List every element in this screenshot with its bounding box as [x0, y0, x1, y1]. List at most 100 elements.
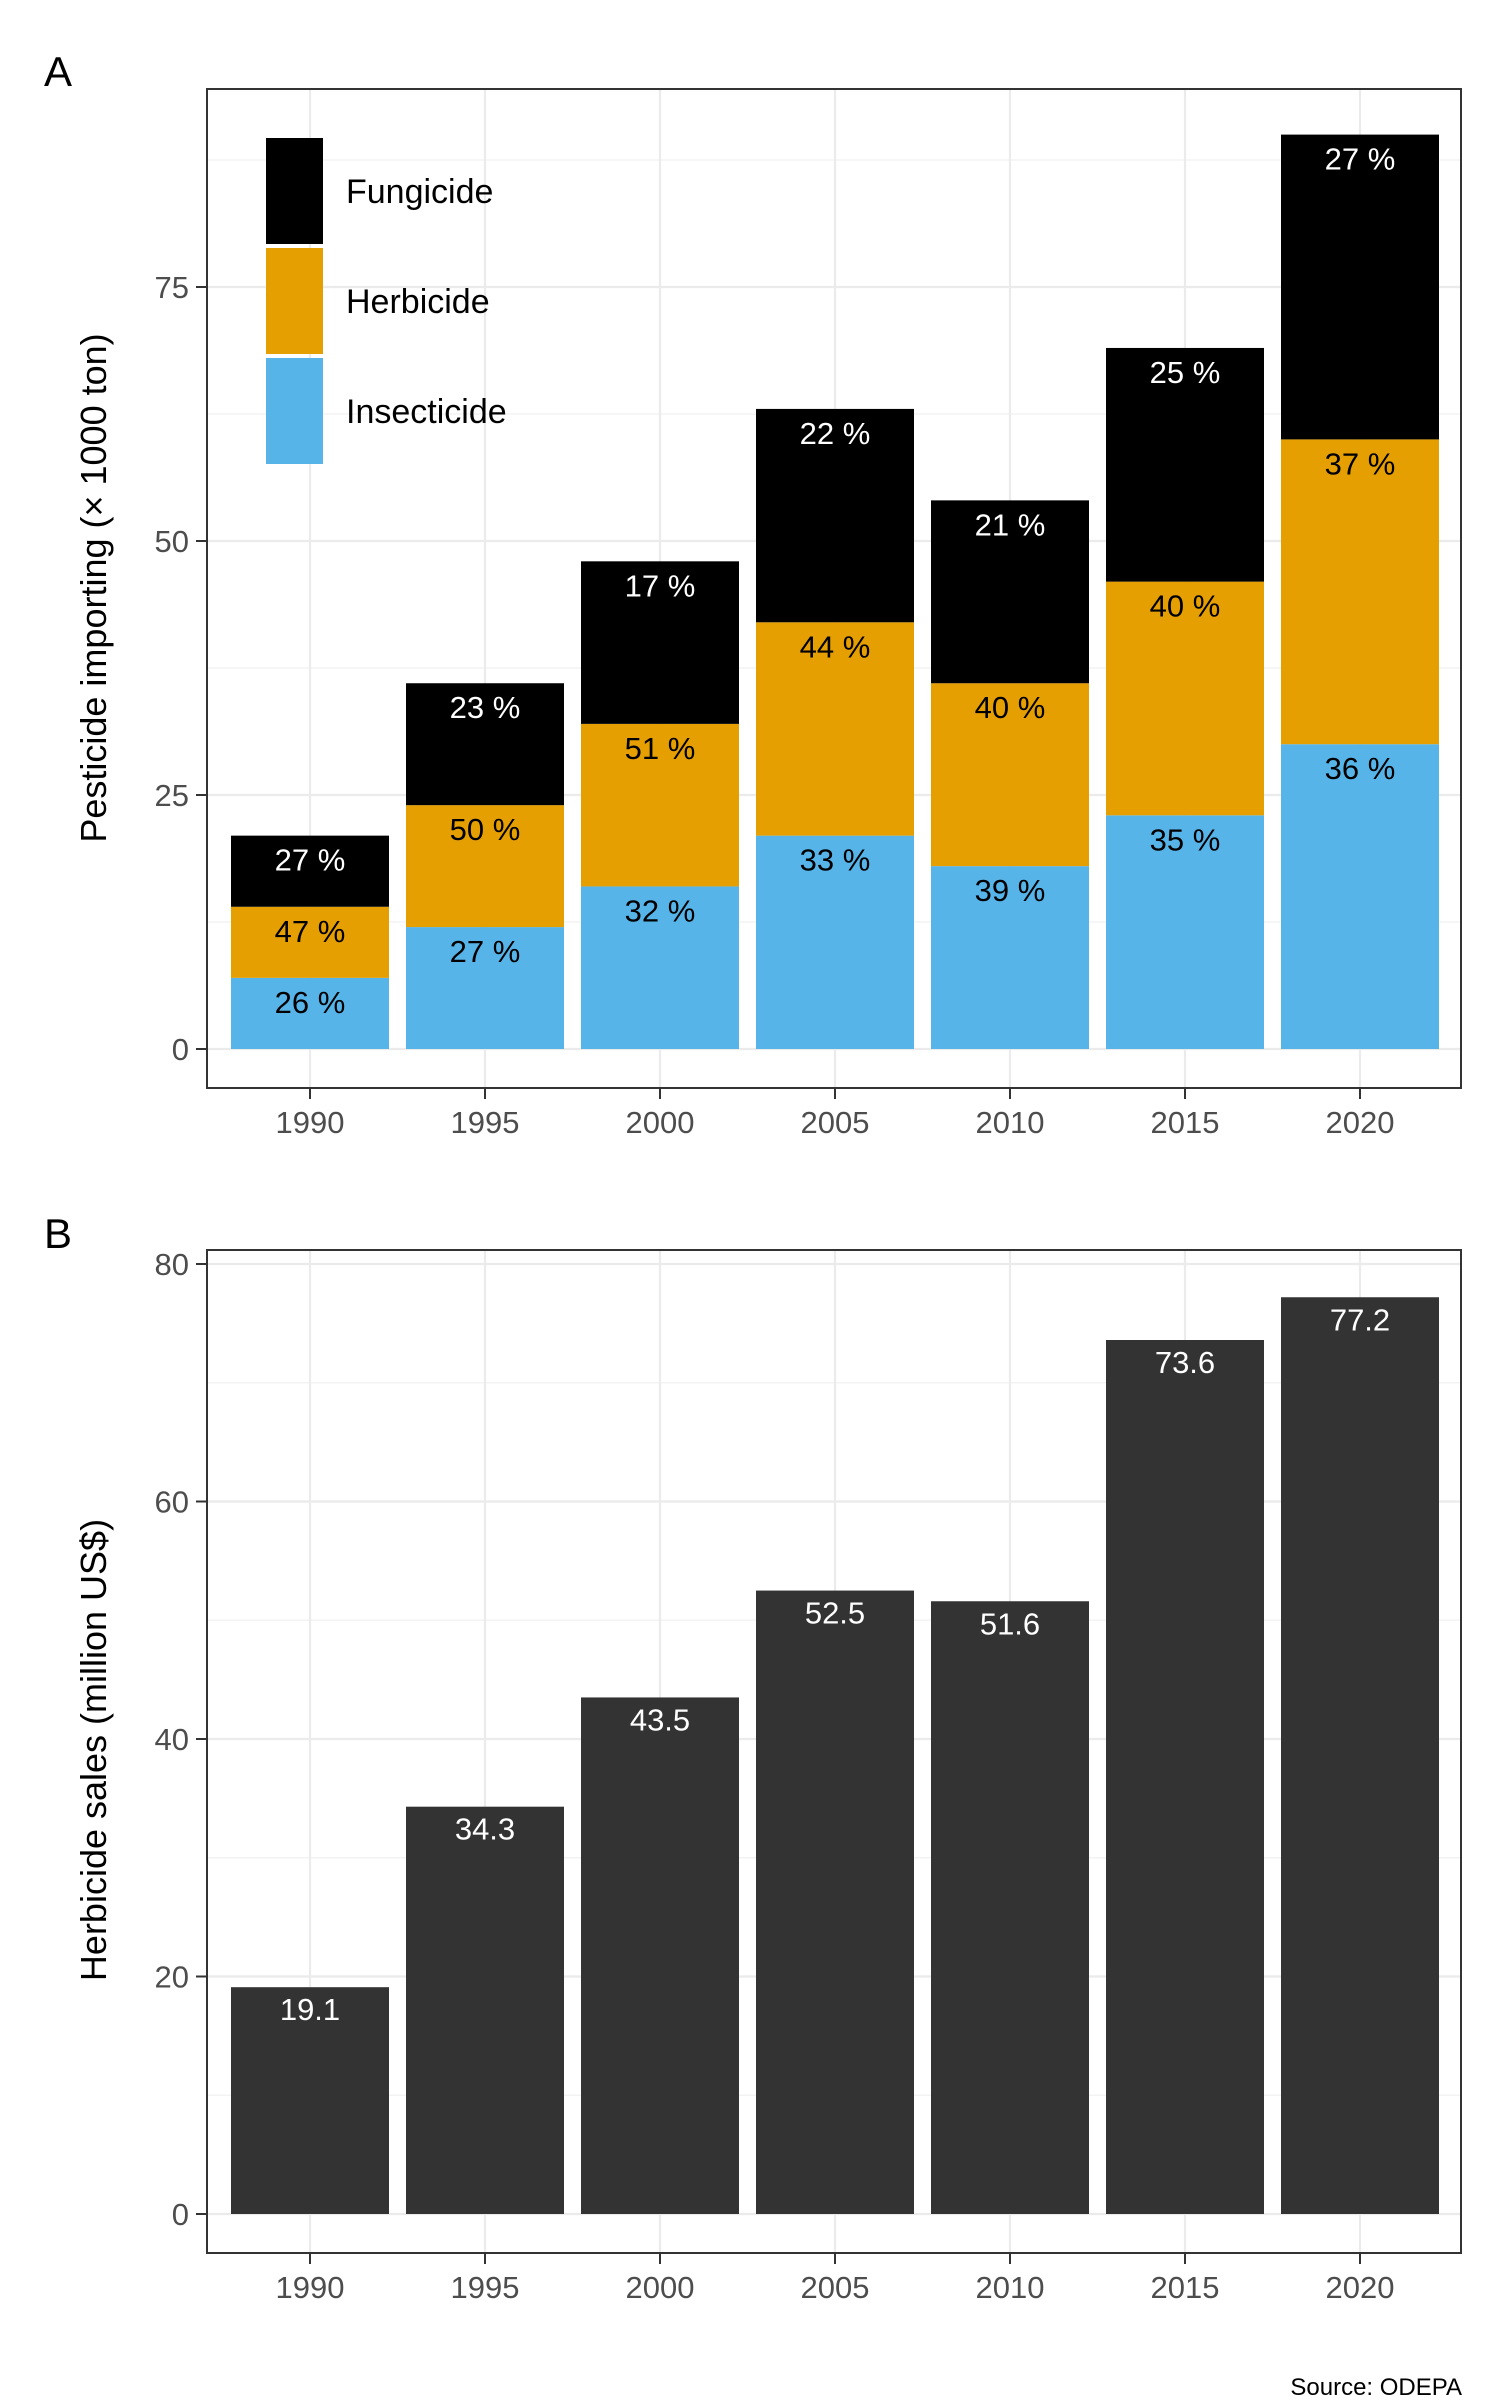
- y-tick-label: 50: [155, 524, 189, 559]
- x-tick-label: 2010: [976, 1105, 1045, 1140]
- bar: [406, 1806, 564, 2214]
- x-tick-label: 1995: [451, 1105, 520, 1140]
- panel-b-bar-labels: 19.1 34.3 43.5 52.5 51.6 73.6 77.2: [280, 1302, 1390, 2027]
- segment-label: 35 %: [1150, 822, 1221, 857]
- x-tick-label: 2000: [626, 2270, 695, 2305]
- panel-b: B 19.1 34.3 43.5 52.5 51.6 73.6 77.2 0 20 40 60 80…: [44, 1210, 1462, 2305]
- segment-label: 32 %: [625, 893, 696, 928]
- bar-value-label: 43.5: [630, 1702, 690, 1737]
- bar-segment-fungicide: [931, 500, 1089, 684]
- bar-segment-herbicide: [931, 683, 1089, 867]
- bar-value-label: 77.2: [1330, 1302, 1390, 1337]
- segment-label: 33 %: [800, 843, 871, 878]
- bar-segment-herbicide: [1281, 439, 1439, 745]
- panel-a-y-axis-title: Pesticide importing (× 1000 ton): [73, 333, 114, 842]
- panel-a-bars: [231, 134, 1439, 1049]
- x-tick-label: 2005: [801, 1105, 870, 1140]
- legend-label-herbicide: Herbicide: [346, 283, 490, 321]
- segment-label: 37 %: [1325, 446, 1396, 481]
- bar: [231, 1987, 389, 2214]
- segment-label: 40 %: [1150, 589, 1221, 624]
- panel-b-y-axis-title: Herbicide sales (million US$): [73, 1519, 114, 1981]
- bar-value-label: 52.5: [805, 1596, 865, 1631]
- x-tick-label: 2015: [1151, 2270, 1220, 2305]
- segment-label: 39 %: [975, 873, 1046, 908]
- source-caption: Source: ODEPA: [1290, 2374, 1462, 2400]
- segment-label: 17 %: [625, 568, 696, 603]
- legend-key-herbicide: [266, 248, 323, 354]
- x-tick-label: 2015: [1151, 1105, 1220, 1140]
- bar: [931, 1601, 1089, 2214]
- segment-label: 22 %: [800, 416, 871, 451]
- legend-key-fungicide: [266, 138, 323, 244]
- x-tick-label: 2020: [1326, 2270, 1395, 2305]
- panel-b-bars: [231, 1297, 1439, 2214]
- panel-a: A 26 % 47 % 27 % 27 % 50 % 23 % 32 % 51 % 17 % 33…: [44, 48, 1462, 1140]
- panel-b-y-axis: 0 20 40 60 80: [155, 1247, 207, 2232]
- bar-segment-fungicide: [756, 408, 914, 623]
- bar-segment-fungicide: [406, 683, 564, 806]
- segment-label: 25 %: [1150, 355, 1221, 390]
- panel-b-tag: B: [44, 1210, 72, 1257]
- x-tick-label: 1995: [451, 2270, 520, 2305]
- bar-segment-insecticide: [1281, 744, 1439, 1049]
- bar-segment-insecticide: [931, 866, 1089, 1049]
- bar-segment-insecticide: [756, 835, 914, 1049]
- bar-segment-insecticide: [231, 977, 389, 1049]
- x-tick-label: 2020: [1326, 1105, 1395, 1140]
- x-tick-label: 2010: [976, 2270, 1045, 2305]
- bar: [1281, 1297, 1439, 2214]
- y-tick-label: 20: [155, 1960, 189, 1995]
- bar-segment-fungicide: [1281, 134, 1439, 440]
- segment-label: 44 %: [800, 629, 871, 664]
- x-tick-label: 2005: [801, 2270, 870, 2305]
- legend-label-insecticide: Insecticide: [346, 393, 507, 431]
- y-tick-label: 0: [172, 1032, 189, 1067]
- y-tick-label: 75: [155, 270, 189, 305]
- panel-b-x-axis: 1990 1995 2000 2005 2010 2015 2020: [276, 2253, 1395, 2305]
- bar: [1106, 1340, 1264, 2214]
- bar-segment-insecticide: [406, 927, 564, 1049]
- legend-label-fungicide: Fungicide: [346, 173, 493, 211]
- segment-label: 36 %: [1325, 751, 1396, 786]
- x-tick-label: 1990: [276, 1105, 345, 1140]
- segment-label: 26 %: [275, 985, 346, 1020]
- segment-label: 40 %: [975, 690, 1046, 725]
- bar-segment-herbicide: [231, 906, 389, 978]
- segment-label: 47 %: [275, 914, 346, 949]
- bar-segment-herbicide: [1106, 581, 1264, 816]
- bar-segment-fungicide: [1106, 347, 1264, 582]
- segment-label: 27 %: [450, 934, 521, 969]
- bar-segment-insecticide: [581, 886, 739, 1049]
- panel-a-segment-labels: 26 % 47 % 27 % 27 % 50 % 23 % 32 % 51 % 17 % 33 %…: [275, 142, 1396, 1020]
- bar-value-label: 73.6: [1155, 1345, 1215, 1380]
- y-tick-label: 0: [172, 2197, 189, 2232]
- y-tick-label: 25: [155, 778, 189, 813]
- bar-segment-herbicide: [406, 805, 564, 928]
- y-tick-label: 60: [155, 1485, 189, 1520]
- bar-segment-insecticide: [1106, 815, 1264, 1049]
- bar-segment-fungicide: [231, 835, 389, 907]
- x-tick-label: 2000: [626, 1105, 695, 1140]
- bar-value-label: 51.6: [980, 1606, 1040, 1641]
- panel-a-tag: A: [44, 48, 72, 95]
- y-tick-label: 80: [155, 1247, 189, 1282]
- segment-label: 51 %: [625, 731, 696, 766]
- segment-label: 21 %: [975, 507, 1046, 542]
- bar: [581, 1697, 739, 2214]
- bar-value-label: 34.3: [455, 1812, 515, 1847]
- panel-a-y-axis: 0 25 50 75: [155, 270, 207, 1067]
- x-tick-label: 1990: [276, 2270, 345, 2305]
- y-tick-label: 40: [155, 1722, 189, 1757]
- bar: [756, 1590, 914, 2214]
- segment-label: 27 %: [1325, 142, 1396, 177]
- panel-a-legend: Fungicide Herbicide Insecticide: [266, 138, 507, 464]
- bar-segment-herbicide: [581, 723, 739, 887]
- segment-label: 50 %: [450, 812, 521, 847]
- segment-label: 27 %: [275, 843, 346, 878]
- panel-a-x-axis: 1990 1995 2000 2005 2010 2015 2020: [276, 1088, 1395, 1140]
- bar-segment-herbicide: [756, 622, 914, 836]
- segment-label: 23 %: [450, 690, 521, 725]
- bar-value-label: 19.1: [280, 1992, 340, 2027]
